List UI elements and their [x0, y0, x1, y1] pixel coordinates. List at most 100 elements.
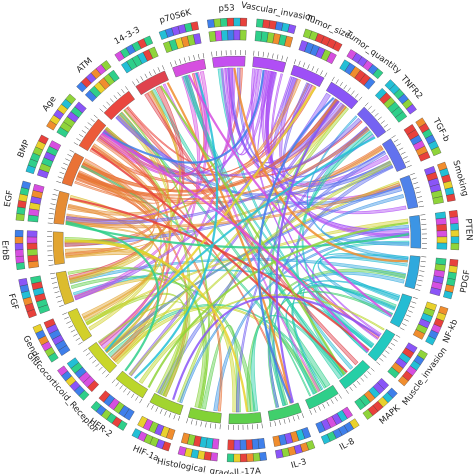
segment-tick — [415, 191, 421, 194]
segment-tick — [113, 95, 118, 100]
segment-tick — [195, 420, 198, 426]
segment-tick — [68, 325, 74, 329]
segment-tick — [75, 337, 81, 341]
segment-tick — [311, 66, 315, 71]
segment-tick — [109, 98, 114, 103]
chord-line — [166, 82, 292, 404]
track-cell — [143, 35, 154, 47]
track-cell — [233, 29, 241, 41]
chord-ribbon — [105, 180, 400, 353]
segment-tick — [402, 323, 407, 326]
segment-tick — [205, 422, 207, 428]
segment-tick — [387, 346, 393, 350]
track-cell — [448, 210, 458, 218]
segment-tick — [338, 394, 342, 399]
track-cell — [16, 262, 26, 270]
track-cell — [233, 17, 241, 27]
segment-tick — [377, 116, 382, 121]
track-cell — [227, 439, 235, 451]
segment-tick — [407, 165, 412, 168]
segment-tick — [320, 70, 323, 75]
track-cell — [26, 236, 38, 244]
segment-arc — [135, 70, 169, 96]
segment-tick — [419, 270, 425, 272]
segment-tick — [285, 56, 288, 62]
segment-tick — [155, 407, 159, 412]
segment-tick — [183, 57, 186, 63]
segment-tick — [309, 410, 312, 415]
track-cell — [436, 236, 448, 244]
segment-tick — [125, 86, 129, 91]
segment-tick — [55, 295, 61, 298]
segment-tick — [368, 105, 372, 110]
track-cell — [65, 93, 77, 105]
track-cell — [227, 29, 235, 41]
segment-tick — [279, 420, 281, 426]
segment-label: BMP — [16, 139, 32, 160]
segment-tick — [121, 89, 125, 94]
segment-tick — [298, 60, 301, 66]
chord-ribbon — [74, 137, 163, 204]
segment-tick — [335, 79, 339, 84]
segment-tick — [173, 414, 176, 420]
segment-tick — [90, 118, 95, 123]
segment-arcs — [52, 55, 422, 425]
segment-label: IL-17A — [234, 467, 261, 474]
chord-line — [275, 100, 340, 403]
chord-line — [147, 221, 409, 389]
segment-tick — [410, 173, 415, 176]
chord-line — [102, 69, 265, 164]
segment-tick — [210, 423, 212, 429]
segment-tick — [119, 385, 123, 390]
track-cell — [221, 30, 229, 41]
chord-ribbon — [67, 203, 164, 353]
segment-tick — [412, 296, 418, 299]
segment-tick — [417, 196, 423, 198]
segment-tick — [393, 338, 398, 342]
track-cell — [27, 260, 39, 269]
segment-tick — [84, 126, 89, 130]
chord-line — [187, 74, 392, 317]
outer-tracks — [14, 17, 460, 463]
segment-tick — [146, 402, 150, 408]
segment-tick — [136, 78, 140, 84]
segment-tick — [178, 415, 181, 421]
chord-ribbon — [104, 126, 191, 396]
segment-tick — [339, 81, 343, 87]
segment-tick — [179, 58, 182, 64]
chord-ribbon — [76, 127, 370, 200]
segment-tick — [157, 67, 161, 72]
segment-tick — [379, 357, 384, 362]
segment-tick — [148, 71, 152, 77]
track-cell — [397, 375, 409, 387]
track-cell — [246, 453, 254, 462]
chord-ribbon — [319, 256, 408, 302]
segment-tick — [48, 264, 54, 266]
segment-tick — [132, 81, 136, 86]
track-cell — [30, 275, 42, 284]
chord-ribbon — [64, 248, 157, 321]
track-cell — [190, 21, 199, 31]
track-cell — [214, 30, 223, 42]
track-cell — [57, 365, 68, 377]
track-cell — [43, 318, 56, 329]
segment-tick — [371, 109, 376, 114]
chord-ribbon — [265, 71, 390, 186]
chord-line — [233, 67, 408, 263]
segment-tick — [135, 396, 139, 401]
track-cell — [449, 259, 459, 267]
chord-ribbon — [128, 160, 392, 376]
track-cell — [251, 438, 260, 450]
segment-label: IL-3 — [290, 457, 308, 471]
segment-tick — [102, 105, 107, 109]
chord-line — [105, 136, 376, 353]
segment-tick — [261, 423, 263, 429]
segment-tick — [52, 193, 58, 196]
track-cell — [15, 213, 25, 221]
segment-tick — [139, 398, 143, 404]
segment-tick — [63, 162, 68, 166]
chord-ribbon — [64, 236, 206, 408]
chord-line — [90, 147, 348, 373]
chord-ribbon — [66, 78, 301, 222]
track-cell — [363, 77, 376, 90]
